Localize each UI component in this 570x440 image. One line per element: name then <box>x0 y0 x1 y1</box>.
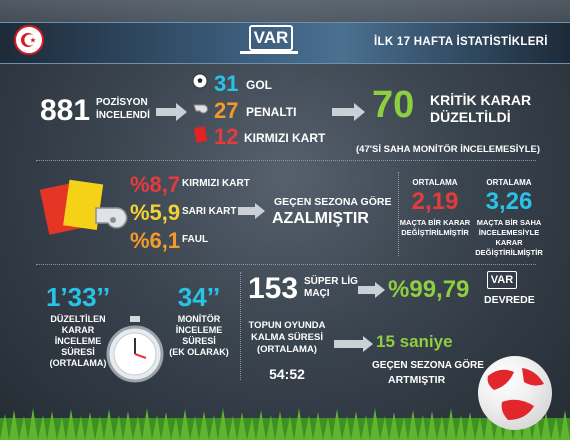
penalty-value: 27 <box>214 98 239 123</box>
play-time-increase: 15 saniye <box>376 332 453 351</box>
corrected-review-label-line: SÜRESİ <box>61 347 95 357</box>
league-match-label: SÜPER LİG MAÇI <box>304 276 358 300</box>
arrow-icon <box>334 336 373 352</box>
var-active-percent: %99,79 <box>388 276 470 303</box>
var-small-badge: VAR <box>487 271 517 289</box>
goal-value: 31 <box>214 71 239 96</box>
penalty-label: PENALTI <box>246 105 297 119</box>
average-right-desc-line: DEĞİŞTİRİLMİŞTİR <box>475 248 543 257</box>
average-left-value: 2,19 <box>411 188 459 215</box>
positions-label-line: İNCELENDİ <box>96 110 150 121</box>
section-divider-vertical <box>398 172 400 256</box>
red-card-value: 12 <box>214 124 239 149</box>
critical-label-line: DÜZELTİLDİ <box>430 109 511 125</box>
play-time-label-line: TOPUN OYUNDA <box>248 320 326 331</box>
average-right-desc-line: MAÇTA BİR SAHA <box>476 218 542 227</box>
foul-percent: %6,1 <box>130 228 181 253</box>
arrow-icon <box>156 103 187 121</box>
arrow-icon <box>332 103 365 121</box>
red-card-label: KIRMIZI KART <box>244 131 326 145</box>
play-time-note: GEÇEN SEZONA GÖRE <box>372 360 484 371</box>
yellow-card-percent: %5,9 <box>130 200 181 225</box>
corrected-review-label-line: DÜZELTİLEN <box>50 314 106 324</box>
monitor-review-time: 34’’ <box>177 282 221 312</box>
red-card-percent: %8,7 <box>130 172 181 197</box>
monitor-review-label: MONİTÖR İNCELEME SÜRESİ (EK OLARAK) <box>164 314 234 358</box>
whistle-icon <box>193 104 208 114</box>
play-time-note-emphasis: ARTMIŞTIR <box>388 374 446 386</box>
league-match-count: 153 <box>248 272 299 305</box>
critical-label-line: KRİTİK KARAR <box>430 92 532 108</box>
arrow-icon <box>238 203 265 219</box>
var-active-status: DEVREDE <box>484 294 535 306</box>
positions-count: 881 <box>40 94 91 127</box>
football-icon <box>192 73 208 89</box>
average-right-value: 3,26 <box>485 188 533 215</box>
average-left-desc: MAÇTA BİR KARAR DEĞİŞTİRİLMİŞTİR <box>396 218 474 238</box>
play-time-label-line: KALMA SÜRESİ <box>251 332 323 343</box>
league-match-label-line: MAÇI <box>304 288 330 299</box>
average-right-desc: MAÇTA BİR SAHA İNCELEMESİYLE KARAR DEĞİŞ… <box>470 218 548 258</box>
red-card-percent-label: KIRMIZI KART <box>182 178 250 189</box>
section-divider-vertical <box>240 272 242 380</box>
grass-decoration <box>0 408 570 440</box>
average-left-title: ORTALAMA <box>412 178 458 187</box>
var-badge: VAR <box>249 25 293 51</box>
play-time-label-line: (ORTALAMA) <box>257 344 317 355</box>
monitor-review-label-line: MONİTÖR <box>177 314 221 324</box>
goal-label: GOL <box>246 78 272 92</box>
foul-percent-label: FAUL <box>182 234 209 245</box>
football-illustration <box>478 356 552 430</box>
league-match-label-line: SÜPER LİG <box>304 276 358 287</box>
average-right-desc-line: İNCELEMESİYLE <box>478 228 540 237</box>
play-time-label: TOPUN OYUNDA KALMA SÜRESİ (ORTALAMA) <box>246 320 328 356</box>
corrected-review-label-line: KARAR <box>61 325 95 335</box>
federation-logo <box>14 25 44 55</box>
ball-pattern-icon <box>487 368 544 420</box>
stopwatch-icon <box>106 316 164 383</box>
play-time-value: 54:52 <box>269 366 305 382</box>
yellow-card-percent-label: SARI KART <box>182 206 237 217</box>
cards-summary-emphasis: AZALMIŞTIR <box>272 210 369 227</box>
monitor-review-label-line: SÜRESİ <box>182 336 216 346</box>
section-divider <box>36 160 536 162</box>
section-divider <box>36 264 536 266</box>
positions-label: POZİSYON İNCELENDİ <box>96 96 150 122</box>
average-left-desc-line: DEĞİŞTİRİLMİŞTİR <box>401 228 469 237</box>
critical-note: (47'Sİ SAHA MONİTÖR İNCELEMESİYLE) <box>356 144 541 155</box>
corrected-review-label-line: (ORTALAMA) <box>49 358 107 368</box>
monitor-review-label-line: (EK OLARAK) <box>169 347 229 357</box>
header-bar <box>0 22 570 64</box>
corrected-review-label: DÜZELTİLEN KARAR İNCELEME SÜRESİ (ORTALA… <box>36 314 120 369</box>
critical-value: 70 <box>372 84 415 126</box>
corrected-review-time: 1’33’’ <box>45 282 111 312</box>
cards-summary-line: GEÇEN SEZONA GÖRE <box>274 196 392 208</box>
average-right-title: ORTALAMA <box>486 178 532 187</box>
corrected-review-label-line: İNCELEME <box>54 336 102 346</box>
page-title: İLK 17 HAFTA İSTATİSTİKLERİ <box>374 36 548 48</box>
monitor-review-label-line: İNCELEME <box>175 325 223 335</box>
arrow-icon <box>358 282 385 298</box>
crescent-star-icon <box>21 33 36 47</box>
average-right-desc-line: KARAR <box>495 238 523 247</box>
average-left-desc-line: MAÇTA BİR KARAR <box>399 218 471 227</box>
positions-label-line: POZİSYON <box>96 97 148 108</box>
var-underline <box>240 51 298 54</box>
critical-label: KRİTİK KARAR DÜZELTİLDİ <box>430 92 531 126</box>
red-card-icon <box>194 126 208 143</box>
cards-whistle-illustration <box>40 179 128 235</box>
